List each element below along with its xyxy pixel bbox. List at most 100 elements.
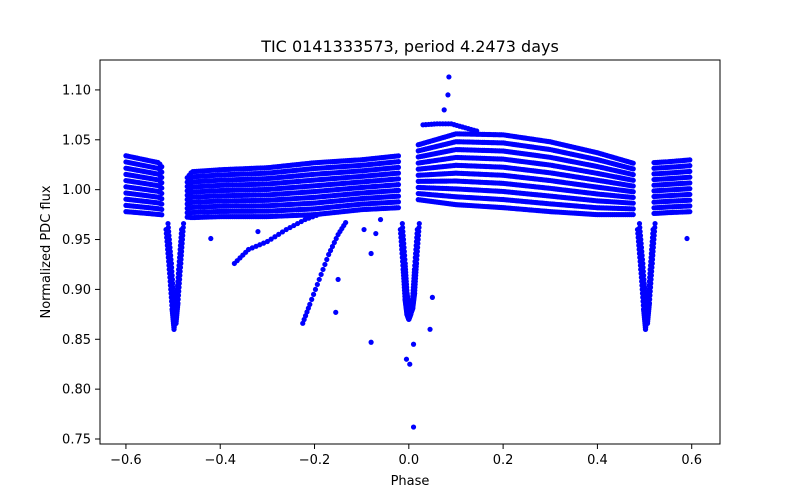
outlier-point: [361, 226, 367, 233]
eclipse-point: [647, 262, 654, 269]
eclipse-point: [645, 294, 651, 300]
band-point: [159, 206, 165, 213]
trail-point: [279, 229, 286, 235]
eclipse-point: [413, 250, 419, 257]
band-point: [159, 196, 165, 202]
band-point: [687, 191, 693, 198]
outlier-point: [368, 339, 374, 345]
eclipse-point: [637, 232, 644, 239]
eclipse-point: [177, 250, 183, 257]
eclipse-point: [178, 226, 185, 233]
eclipse-point: [647, 270, 653, 277]
eclipse-point: [412, 254, 418, 261]
band-point: [630, 189, 636, 195]
eclipse-point: [641, 272, 647, 279]
eclipse-point: [399, 220, 405, 227]
eclipse-point: [645, 290, 652, 296]
trail-point: [276, 231, 282, 237]
band-point: [395, 199, 402, 205]
eclipse-point: [175, 282, 181, 289]
eclipse-point: [178, 230, 184, 237]
trail-point: [312, 286, 319, 293]
eclipse-point: [649, 234, 656, 241]
band-point: [687, 163, 693, 169]
outlier-point: [403, 356, 410, 362]
data-points: [123, 74, 693, 430]
eclipse-point: [169, 272, 175, 279]
eclipse-point: [641, 284, 648, 290]
eclipse-point: [401, 248, 407, 255]
band-point: [687, 180, 693, 186]
eclipse-point: [168, 260, 174, 267]
band-point: [630, 183, 636, 189]
band-point: [630, 177, 636, 183]
eclipse-point: [169, 276, 176, 283]
eclipse-point: [649, 242, 655, 249]
eclipse-point: [165, 220, 171, 227]
band-point: [687, 197, 693, 203]
outlier-point: [684, 235, 690, 242]
band-point: [630, 172, 636, 178]
band-point: [159, 169, 165, 175]
x-tick-label: −0.6: [110, 453, 142, 468]
eclipse-point: [645, 302, 651, 308]
trail-point: [322, 261, 328, 268]
x-tick-label: −0.2: [299, 453, 331, 468]
eclipse-point: [174, 294, 180, 300]
eclipse-point: [650, 226, 656, 233]
eclipse-point: [413, 238, 420, 245]
eclipse-point: [639, 248, 645, 255]
trail-point: [316, 276, 322, 283]
eclipse-point: [165, 224, 171, 231]
band-point: [395, 153, 402, 159]
x-tick-label: −0.4: [204, 453, 236, 468]
eclipse-point: [646, 282, 652, 289]
y-tick-label: 1.10: [62, 83, 91, 98]
outlier-point: [410, 424, 417, 430]
band-point: [395, 170, 402, 176]
band-point: [630, 211, 636, 218]
outlier-point: [377, 216, 384, 223]
band-point: [395, 193, 402, 199]
band-point: [395, 176, 402, 182]
eclipse-point: [644, 306, 650, 312]
y-tick-label: 0.95: [62, 233, 91, 248]
band-point: [159, 164, 165, 170]
eclipse-point: [637, 228, 643, 235]
band-point: [159, 201, 165, 207]
outlier-point: [335, 276, 341, 283]
band-point: [630, 166, 636, 172]
eclipse-point: [176, 262, 182, 269]
outlier-point: [441, 107, 447, 113]
eclipse-point: [647, 266, 653, 273]
y-tick-label: 0.75: [62, 433, 91, 448]
eclipse-point: [648, 258, 654, 265]
x-tick-label: 0.0: [398, 453, 419, 468]
band-point: [687, 203, 693, 209]
y-axis-ticks: 0.75 0.80 0.85 0.90 0.95 1.00 1.05 1.10: [62, 83, 100, 448]
trail-point: [343, 219, 349, 226]
y-tick-label: 0.90: [62, 283, 91, 298]
eclipse-point: [173, 306, 179, 312]
eclipse-point: [166, 236, 172, 243]
trail-point: [264, 238, 270, 245]
y-axis-label: Normalized PDC flux: [39, 185, 54, 318]
y-tick-label: 1.05: [62, 133, 91, 148]
eclipse-point: [168, 256, 174, 263]
trail-point: [272, 234, 278, 240]
eclipse-point: [646, 286, 652, 293]
eclipse-point: [169, 268, 175, 275]
eclipse-point: [176, 258, 182, 265]
x-axis-ticks: −0.6 −0.4 −0.2 0.0 0.2 0.4 0.6: [110, 444, 702, 468]
chart-title: TIC 0141333573, period 4.2473 days: [260, 37, 559, 56]
outlier-point: [446, 74, 452, 80]
eclipse-point: [178, 238, 184, 245]
outlier-point: [255, 228, 261, 235]
eclipse-point: [636, 220, 643, 227]
y-tick-label: 0.80: [62, 383, 91, 398]
outlier-point: [208, 235, 214, 242]
band-point: [159, 212, 165, 218]
trail-point: [474, 128, 480, 134]
eclipse-point: [648, 254, 654, 261]
